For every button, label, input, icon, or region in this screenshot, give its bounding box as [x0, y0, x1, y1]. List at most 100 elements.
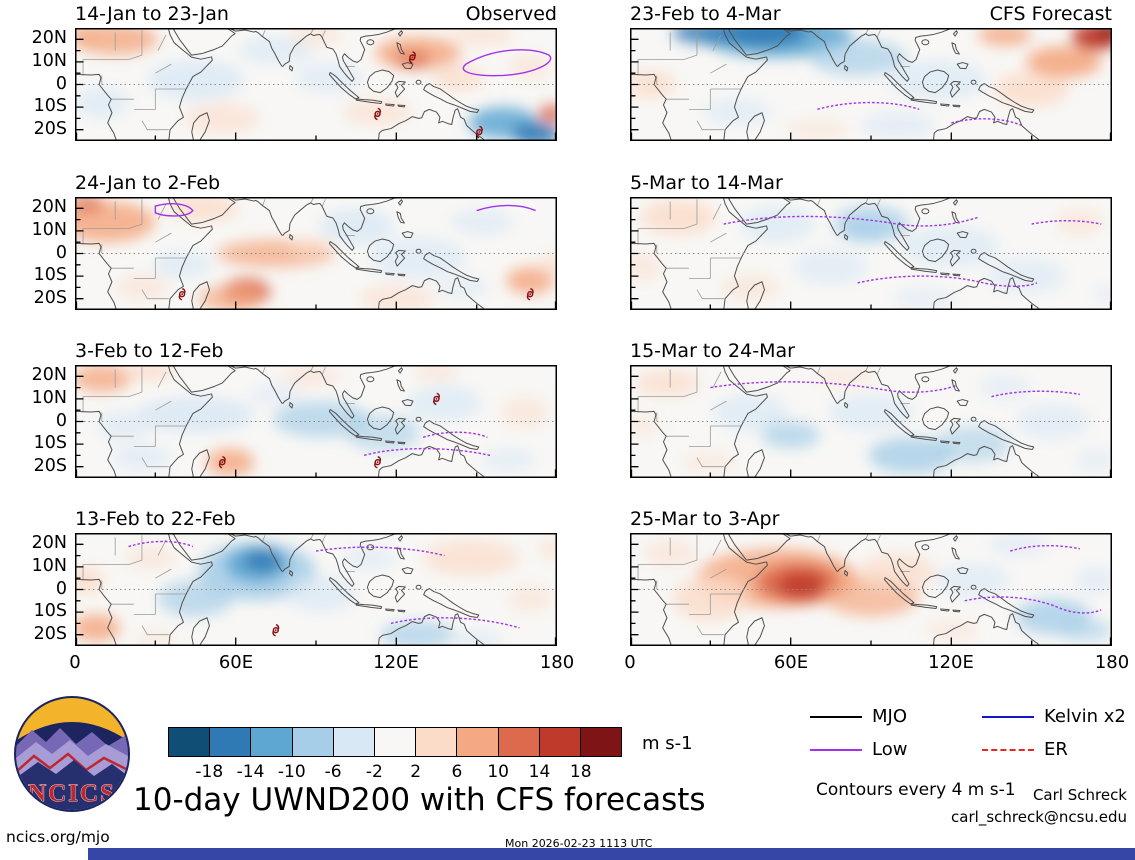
panel-frame: [75, 197, 557, 310]
logo-sky: [16, 698, 128, 742]
panel-title: 23-Feb to 4-Mar: [630, 3, 781, 25]
y-axis-label: 10S: [33, 96, 67, 116]
map-panel: 5-Mar to 14-Mar: [630, 172, 1112, 310]
wave-contours: [724, 216, 1102, 286]
panel-title: 13-Feb to 22-Feb: [75, 508, 236, 530]
panel-map: [630, 197, 1112, 310]
x-axis-label: 180: [539, 652, 575, 673]
y-axis-label: 0: [55, 411, 67, 431]
colorbar-tick-label: -2: [365, 762, 383, 782]
colorbar-segment: [415, 727, 458, 757]
panel-frame: [630, 365, 1112, 478]
y-axis-label: 20N: [31, 28, 67, 48]
x-axis-label: 60E: [218, 652, 254, 673]
legend-item-kelvin: Kelvin x2: [982, 706, 1135, 727]
panel-map: [75, 365, 557, 478]
panel-map: [630, 28, 1112, 141]
low-line-icon: [810, 748, 862, 751]
colorbar-segment: [497, 727, 540, 757]
legend-label-er: ER: [1044, 739, 1068, 760]
map-panel: 3-Feb to 12-Feb 20N 10N 0 10S 20S: [32, 340, 557, 478]
colorbar-segment: [332, 727, 375, 757]
panel-frame: [75, 533, 557, 646]
colorbar-tick-label: 10: [487, 762, 509, 782]
wave-contours: [817, 103, 1021, 126]
panel-map: [630, 533, 1112, 646]
colorbar-tick-label: 14: [528, 762, 551, 782]
anomaly-field: [75, 28, 557, 141]
contour-note: Contours every 4 m s-1: [816, 780, 1016, 800]
storm-symbol-icon: [272, 623, 280, 637]
y-axis-label: 0: [55, 579, 67, 599]
x-axis-label: 120E: [373, 652, 419, 673]
y-axis-label: 20N: [31, 197, 67, 217]
panel-title: 15-Mar to 24-Mar: [630, 340, 795, 362]
storm-symbol-icon: [526, 287, 534, 301]
country-borders: [638, 198, 910, 299]
colorbar-tick-label: -6: [324, 762, 342, 782]
colorbar: [168, 727, 623, 757]
y-axis-label: 10N: [31, 51, 67, 71]
storm-symbol-icon: [178, 287, 186, 301]
y-axis-label: 10S: [33, 601, 67, 621]
site-url: ncics.org/mjo: [6, 828, 110, 846]
y-axis-label: 20S: [33, 624, 67, 644]
x-axis-label: 0: [624, 652, 636, 673]
colorbar-segment: [168, 727, 211, 757]
y-axis-label: 10S: [33, 265, 67, 285]
y-axis-label: 20N: [31, 365, 67, 385]
panel-title: 5-Mar to 14-Mar: [630, 172, 783, 194]
contour-legend: MJO Kelvin x2 Low ER: [810, 706, 1135, 760]
panel-title: 24-Jan to 2-Feb: [75, 172, 221, 194]
map-panel: 14-Jan to 23-Jan Observed 20N 10N 0 10S 20S: [32, 3, 557, 141]
storm-symbol-icon: [218, 455, 226, 469]
wave-contours: [463, 50, 550, 76]
legend-item-low: Low: [810, 739, 982, 760]
panel-frame: [75, 28, 557, 141]
colorbar-segment: [579, 727, 623, 757]
panel-map: [75, 533, 557, 646]
kelvin-line-icon: [982, 715, 1034, 718]
x-axis-label: 120E: [928, 652, 974, 673]
map-panel: 23-Feb to 4-Mar CFS Forecast: [630, 3, 1112, 141]
panel-frame: [630, 197, 1112, 310]
credit-email: carl_schreck@ncsu.edu: [951, 808, 1127, 826]
er-line-icon: [982, 748, 1034, 751]
colorbar-segment: [209, 727, 252, 757]
coastlines: [75, 28, 485, 141]
wave-contours: [155, 204, 535, 216]
legend-label-mjo: MJO: [872, 706, 908, 727]
map-panel: 24-Jan to 2-Feb 20N 10N 0 10S 20S: [32, 172, 557, 310]
colorbar-tick-label: -14: [236, 762, 265, 782]
y-axis-label: 0: [55, 243, 67, 263]
panel-corner-label: Observed: [465, 3, 557, 25]
panel-title: 3-Feb to 12-Feb: [75, 340, 224, 362]
panel-map: [75, 28, 557, 141]
coastlines: [75, 197, 485, 310]
anomaly-field: [630, 199, 1112, 310]
country-borders: [83, 198, 355, 299]
anomaly-field: [643, 533, 1112, 642]
colorbar-tick-label: -18: [195, 762, 224, 782]
map-panel: 15-Mar to 24-Mar: [630, 340, 1112, 478]
logo-red-ridge: [16, 752, 128, 773]
colorbar-segment: [291, 727, 334, 757]
x-axis-label: 0: [69, 652, 81, 673]
country-borders: [83, 29, 355, 130]
mjo-line-icon: [810, 715, 862, 718]
legend-item-mjo: MJO: [810, 706, 982, 727]
colorbar-tick-label: 2: [410, 762, 422, 782]
storm-symbol-icon: [433, 392, 440, 406]
storm-symbol-icon: [408, 51, 416, 64]
coastlines: [630, 28, 1040, 141]
coastlines: [75, 365, 485, 478]
legend-label-kelvin: Kelvin x2: [1044, 706, 1126, 727]
colorbar-segment: [456, 727, 499, 757]
y-axis-label: 0: [55, 74, 67, 94]
y-axis-label: 20S: [33, 456, 67, 476]
bottom-bar: [88, 848, 1135, 860]
y-axis-label: 20N: [31, 533, 67, 553]
credit-name: Carl Schreck: [1032, 786, 1127, 804]
panel-map: [630, 365, 1112, 478]
